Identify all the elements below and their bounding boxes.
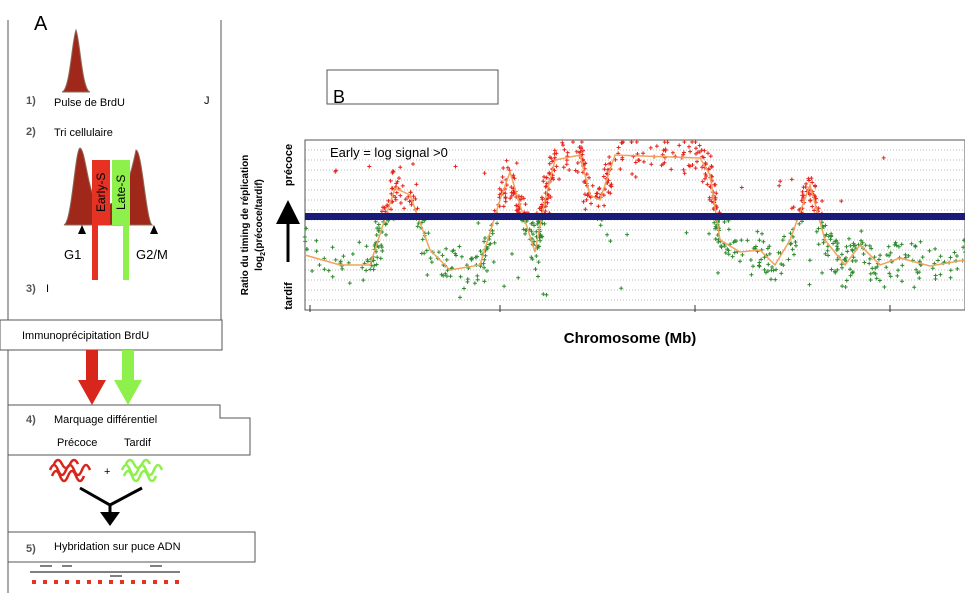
zero-line <box>305 213 965 220</box>
plus: + <box>104 466 110 478</box>
panel-label: A <box>34 13 48 35</box>
points <box>302 140 965 300</box>
early-gate <box>92 160 110 225</box>
early-arrow <box>78 350 106 405</box>
early-dna <box>48 458 92 483</box>
step-number: 3) <box>26 283 36 295</box>
late-stem <box>123 225 129 280</box>
stray-text: J <box>204 95 210 107</box>
y-axis-label: log2(précoce/tardif) <box>254 179 267 271</box>
y-label-part: (précoce/tardif) <box>254 179 265 252</box>
step-number: 1) <box>26 95 36 107</box>
y-label-part: log <box>254 256 265 271</box>
step-text: Hybridation sur puce ADN <box>54 541 181 553</box>
late-dna <box>120 458 164 483</box>
trend-line <box>304 154 965 271</box>
label-early: Précoce <box>57 437 97 449</box>
early-points <box>333 140 886 218</box>
late-points <box>302 214 965 300</box>
step-text: Pulse de BrdU <box>54 97 125 109</box>
y-late: tardif <box>283 282 295 310</box>
x-ticks <box>309 305 891 312</box>
y-early: précoce <box>283 144 295 186</box>
early-stem <box>92 225 98 280</box>
phase-label: G1 <box>64 247 81 262</box>
step-text: Marquage différentiel <box>54 414 157 426</box>
merge <box>79 486 143 512</box>
step-number: 5) <box>26 543 36 555</box>
panel-b-box <box>326 69 499 105</box>
x-axis-label: Chromosome (Mb) <box>564 330 697 347</box>
late-arrow <box>114 350 142 405</box>
panel-a <box>0 20 256 593</box>
y-axis-label: Ratio du timing de réplication <box>240 155 251 296</box>
pulse-peak <box>61 28 91 93</box>
gate-label: Late-S <box>114 175 128 210</box>
gate-label: Early-S <box>94 173 108 212</box>
step-text: I <box>46 283 49 295</box>
phase-label: G2/M <box>136 247 168 262</box>
box-text: Immunoprécipitation BrdU <box>22 330 149 342</box>
late-gate <box>112 160 130 225</box>
step-text: Tri cellulaire <box>54 127 113 139</box>
y-label-sub: 2 <box>260 252 267 256</box>
plot-frame <box>304 139 965 311</box>
genome <box>30 565 180 577</box>
triangles <box>78 225 158 234</box>
step-number: 2) <box>26 126 36 138</box>
annotation: Early = log signal >0 <box>330 145 448 160</box>
panel-label: B <box>333 87 345 107</box>
merge-head <box>100 512 120 526</box>
label-late: Tardif <box>124 437 152 449</box>
grid <box>305 149 965 301</box>
step-number: 4) <box>26 414 36 426</box>
